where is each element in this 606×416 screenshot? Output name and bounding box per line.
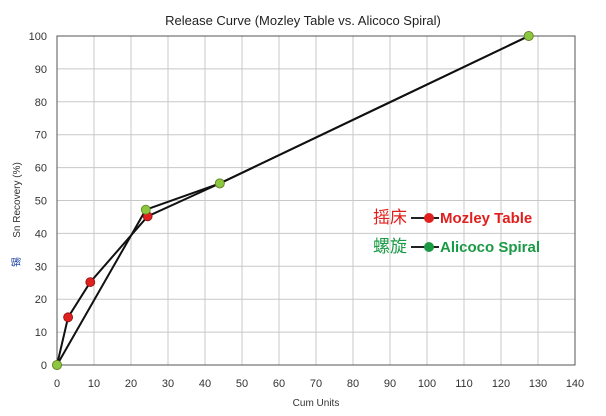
x-axis-title: Cum Units: [293, 398, 340, 409]
x-tick-label: 50: [236, 378, 248, 390]
y-tick-label: 80: [35, 97, 47, 109]
alicoco-spiral-point: [140, 204, 151, 215]
y-tick-label: 100: [29, 31, 47, 43]
mozley-table-legend-label: Mozley Table: [440, 210, 532, 227]
x-tick-label: 100: [418, 378, 436, 390]
x-tick-label: 30: [162, 378, 174, 390]
y-tick-label: 50: [35, 196, 47, 208]
x-tick-label: 120: [492, 378, 510, 390]
y-tick-label: 20: [35, 294, 47, 306]
y-tick-label: 40: [35, 228, 47, 240]
y-tick-label: 70: [35, 130, 47, 142]
x-tick-label: 60: [273, 378, 285, 390]
alicoco-spiral-point: [214, 178, 225, 189]
x-tick-label: 80: [347, 378, 359, 390]
mozley-table-point: [85, 277, 96, 287]
alicoco-spiral-point: [52, 360, 62, 370]
legend: 摇床 Mozley Table 螺旋 Alicoco Spiral: [373, 208, 540, 257]
y-tick-label: 60: [35, 163, 47, 175]
mozley-table-legend-marker: [424, 213, 434, 223]
x-tick-label: 110: [455, 378, 473, 390]
y-axis-title: Sn Recovery (%): [12, 162, 23, 238]
x-tick-label: 10: [88, 378, 100, 390]
x-tick-label: 130: [529, 378, 547, 390]
mozley-table-legend-prefix: 摇床: [373, 208, 407, 228]
x-axis-ticks: 0 10 20 30 40 50 60 70 80 90 100 110 120 130 140: [54, 378, 584, 390]
alicoco-spiral-legend-prefix: 螺旋: [373, 237, 407, 257]
plot-area-border: [56, 35, 576, 366]
x-tick-label: 140: [566, 378, 584, 390]
alicoco-spiral-point: [523, 31, 534, 41]
y-tick-label: 10: [35, 327, 47, 339]
y-tick-label: 0: [41, 360, 47, 372]
y-axis-title-cjk: 锡: [10, 257, 23, 267]
alicoco-spiral-line: [56, 35, 530, 366]
x-tick-label: 90: [384, 378, 396, 390]
chart-title: Release Curve (Mozley Table vs. Alicoco …: [165, 13, 441, 28]
grid: [56, 35, 576, 366]
y-tick-label: 90: [35, 64, 47, 76]
series-lines: [56, 35, 530, 366]
y-axis-ticks: 0 10 20 30 40 50 60 70 80 90 100: [29, 31, 47, 372]
x-tick-label: 70: [310, 378, 322, 390]
x-tick-label: 0: [54, 378, 60, 390]
mozley-table-point: [63, 312, 73, 323]
x-tick-label: 40: [199, 378, 211, 390]
series-points: [52, 31, 534, 370]
alicoco-spiral-legend-label: Alicoco Spiral: [440, 239, 540, 256]
x-tick-label: 20: [125, 378, 137, 390]
y-tick-label: 30: [35, 261, 47, 273]
alicoco-spiral-legend-marker: [424, 242, 434, 252]
